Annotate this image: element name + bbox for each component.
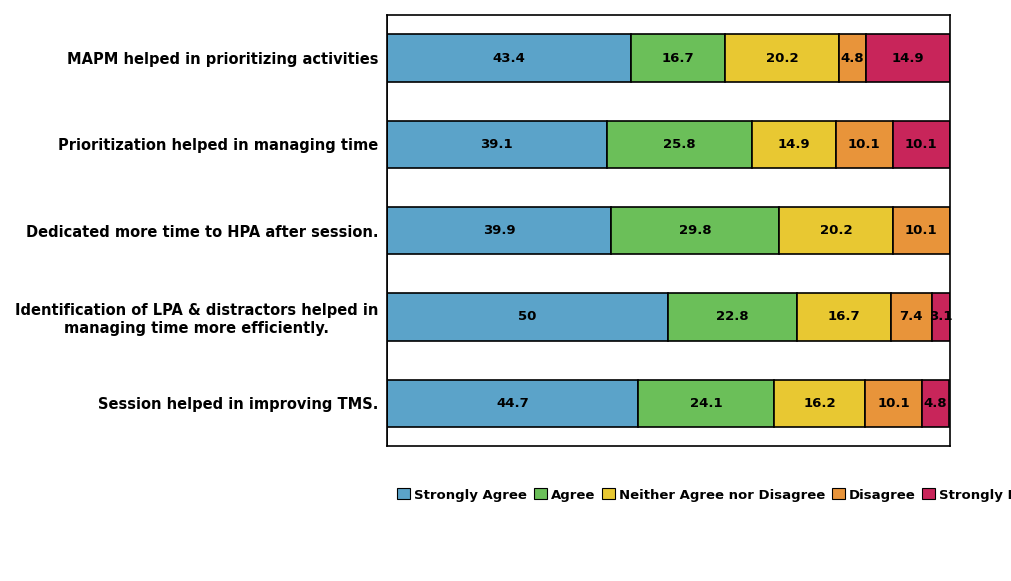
Bar: [387, 207, 612, 254]
Bar: [387, 34, 631, 82]
Bar: [797, 293, 891, 340]
Bar: [774, 379, 865, 427]
Text: 20.2: 20.2: [820, 224, 852, 237]
Bar: [779, 207, 893, 254]
Text: 10.1: 10.1: [848, 138, 881, 151]
Text: 44.7: 44.7: [496, 397, 529, 410]
Text: 16.7: 16.7: [827, 310, 859, 324]
Text: 7.4: 7.4: [900, 310, 923, 324]
Bar: [893, 121, 949, 168]
Bar: [922, 379, 949, 427]
Text: 50: 50: [519, 310, 537, 324]
Text: 10.1: 10.1: [905, 224, 937, 237]
Text: 10.1: 10.1: [878, 397, 910, 410]
Bar: [932, 293, 949, 340]
Text: 25.8: 25.8: [663, 138, 696, 151]
Text: 16.2: 16.2: [804, 397, 836, 410]
Bar: [891, 293, 932, 340]
Bar: [865, 34, 949, 82]
Text: 14.9: 14.9: [892, 52, 924, 64]
Bar: [865, 379, 922, 427]
Text: 4.8: 4.8: [924, 397, 947, 410]
Bar: [387, 293, 668, 340]
Text: 20.2: 20.2: [765, 52, 799, 64]
Text: 39.1: 39.1: [480, 138, 513, 151]
Text: 10.1: 10.1: [905, 138, 937, 151]
Bar: [752, 121, 836, 168]
Bar: [836, 121, 893, 168]
Text: 43.4: 43.4: [492, 52, 526, 64]
Text: 22.8: 22.8: [716, 310, 749, 324]
Text: 29.8: 29.8: [678, 224, 712, 237]
Bar: [638, 379, 774, 427]
Bar: [631, 34, 725, 82]
Text: 24.1: 24.1: [690, 397, 723, 410]
Bar: [387, 121, 607, 168]
Bar: [607, 121, 752, 168]
Text: 3.1: 3.1: [929, 310, 952, 324]
Bar: [725, 34, 839, 82]
Legend: Strongly Agree, Agree, Neither Agree nor Disagree, Disagree, Strongly Disagree: Strongly Agree, Agree, Neither Agree nor…: [391, 483, 1011, 507]
Bar: [668, 293, 797, 340]
Text: 16.7: 16.7: [662, 52, 695, 64]
Bar: [612, 207, 779, 254]
Text: 14.9: 14.9: [777, 138, 810, 151]
Bar: [893, 207, 949, 254]
Bar: [387, 379, 638, 427]
Bar: [839, 34, 865, 82]
Text: 39.9: 39.9: [482, 224, 516, 237]
Text: 4.8: 4.8: [840, 52, 864, 64]
